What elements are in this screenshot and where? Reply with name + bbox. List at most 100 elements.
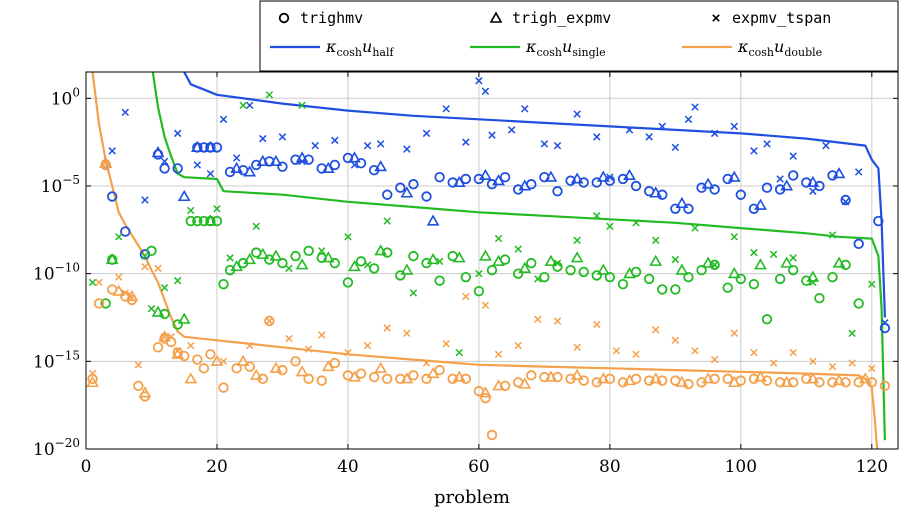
trighmv-point-half (552, 186, 563, 197)
trighmv-point-single (290, 250, 301, 262)
expmv-tspan-point-single (409, 289, 418, 297)
trighmv-point-single (395, 270, 406, 281)
expmv-tspan-point-half (763, 140, 771, 148)
trigh-expmv-point-half (754, 198, 767, 210)
trigh-expmv-point-double (86, 375, 99, 387)
trighmv-point-single (565, 264, 576, 276)
trigh-expmv-point-half (649, 186, 663, 198)
expmv-tspan-point-half (658, 122, 666, 131)
trigh-expmv-point-half (256, 154, 270, 166)
expmv-tspan-point-double (154, 264, 162, 273)
trighmv-point-double (683, 378, 694, 390)
trigh-expmv-point-single (544, 254, 558, 266)
trighmv-point-double (329, 357, 341, 369)
legend-circle-marker (278, 12, 290, 24)
expmv-tspan-point-half (245, 101, 254, 110)
expmv-tspan-point-half (298, 157, 306, 166)
trighmv-point-single (683, 271, 694, 283)
trighmv-point-double (192, 354, 203, 365)
expmv-tspan-point-half (606, 173, 614, 181)
trigh-expmv-point-half (321, 161, 335, 173)
expmv-tspan-point-half (809, 187, 817, 195)
trighmv-point-single (526, 257, 537, 269)
trigh-expmv-point-half (400, 186, 414, 198)
trigh-expmv-point-double (596, 372, 610, 384)
trigh-expmv-point-double (858, 372, 872, 384)
trigh-expmv-point-double (492, 379, 505, 391)
trighmv-point-double (657, 375, 668, 386)
x-tick-label: 0 (81, 457, 92, 477)
trigh-expmv-point-single (295, 258, 309, 270)
trigh-expmv-point-single (727, 267, 741, 279)
expmv-tspan-point-half (462, 138, 470, 146)
trighmv-point-half (277, 161, 288, 172)
trighmv-point-double (447, 373, 458, 385)
expmv-tspan-point-half (671, 143, 680, 152)
expmv-tspan-point-double (691, 347, 699, 355)
trigh-expmv-point-half (832, 167, 846, 179)
expmv-tspan-point-double (750, 348, 758, 357)
trighmv-point-double (264, 315, 275, 327)
trighmv-point-single (788, 264, 799, 276)
expmv-tspan-point-half (881, 319, 889, 327)
expmv-tspan-point-double (534, 315, 542, 323)
trighmv-point-half (709, 184, 720, 195)
trigh-expmv-point-double (570, 368, 584, 380)
trigh-expmv-point-double (727, 375, 741, 387)
trigh-expmv-point-single (230, 260, 243, 272)
expmv-tspan-point-half (278, 133, 287, 141)
expmv-tspan-point-double (101, 159, 110, 167)
expmv-tspan-point-double (593, 320, 601, 329)
trigh-expmv-point-double (184, 372, 198, 384)
expmv-tspan-point-single (344, 233, 352, 241)
legend-label-trigh-expmv: trigh_expmv (512, 9, 611, 27)
expmv-tspan-point-half (750, 147, 758, 155)
legend-label-kappa-u-half: κcoshuhalf (325, 37, 394, 59)
trighmv-point-double (486, 429, 498, 441)
expmv-tspan-point-single (809, 278, 817, 287)
trigh-expmv-point-double (452, 370, 466, 382)
trighmv-point-double (133, 380, 144, 392)
trigh-expmv-point-single (754, 258, 767, 270)
trighmv-point-double (368, 371, 380, 383)
trighmv-point-half (735, 189, 747, 200)
trigh-expmv-point-double (701, 372, 715, 384)
legend-label-expmv-tspan: expmv_tspan (732, 9, 831, 27)
expmv-tspan-point-double (828, 362, 837, 371)
trigh-expmv-point-single (701, 256, 715, 268)
trigh-expmv-point-single (151, 305, 165, 317)
expmv-tspan-point-single (318, 247, 326, 255)
trighmv-point-single (604, 271, 616, 283)
trigh-expmv-point-single (479, 249, 492, 261)
trigh-expmv-point-half (780, 179, 794, 191)
line-kappa-u-single (151, 72, 886, 441)
trigh-expmv-point-single (492, 254, 505, 266)
trighmv-point-single (192, 215, 203, 227)
trighmv-point-single (329, 257, 341, 269)
trighmv-point-single (827, 271, 838, 283)
trigh-expmv-point-half (230, 161, 243, 173)
trighmv-point-double (643, 375, 655, 386)
expmv-tspan-point-single (750, 248, 758, 257)
expmv-tspan-point-double (651, 326, 660, 334)
trigh-expmv-point-single (806, 270, 820, 282)
expmv-tspan-point-double (462, 292, 470, 301)
expmv-tspan-point-double (789, 348, 797, 357)
legend: trighmv trigh_expmv expmv_tspan κcoshuhalf κ… (259, 0, 899, 72)
expmv-tspan-point-single (671, 255, 680, 264)
trighmv-point-double (277, 364, 288, 376)
expmv-tspan-point-half (789, 152, 797, 160)
expmv-tspan-point-single (573, 236, 581, 245)
x-tick-label: 20 (206, 457, 228, 477)
trighmv-point-single (761, 314, 773, 325)
trigh-expmv-point-half (452, 175, 466, 188)
trighmv-point-double (231, 363, 242, 374)
trighmv-point-half (840, 194, 851, 206)
trighmv-point-half (499, 172, 511, 183)
expmv-tspan-point-double (848, 359, 856, 367)
expmv-tspan-point-single (363, 261, 372, 269)
trigh-expmv-point-single (105, 253, 119, 265)
expmv-tspan-point-double (868, 364, 876, 373)
expmv-tspan-point-double (285, 334, 293, 343)
expmv-tspan-point-double (95, 278, 103, 287)
